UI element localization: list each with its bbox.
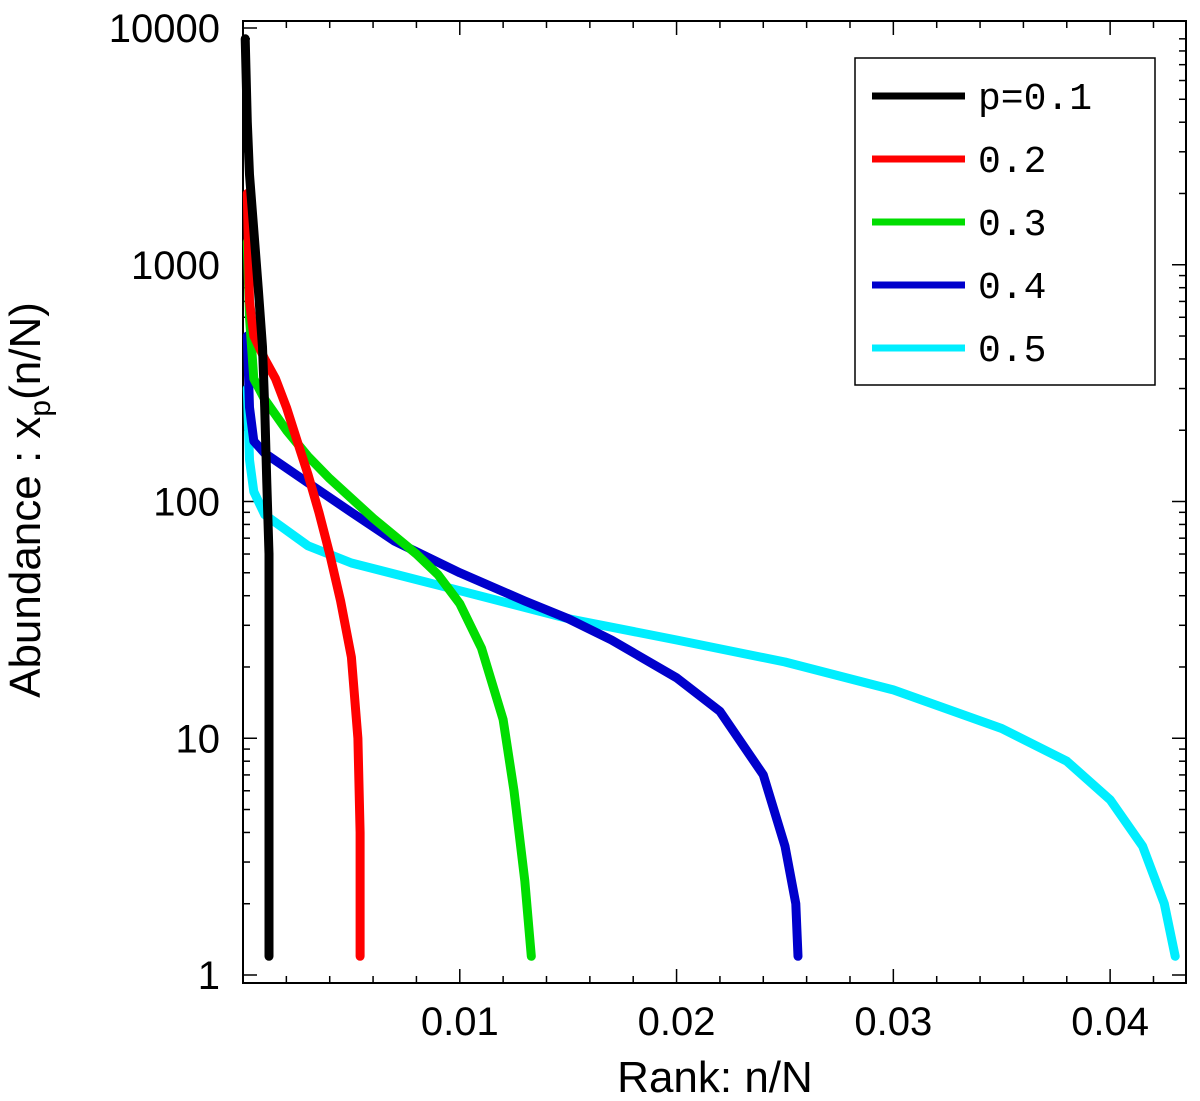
legend-label: 0.5 <box>978 330 1046 373</box>
legend: p=0.1 0.2 0.3 0.4 0.5 <box>854 57 1156 386</box>
y-tick-label: 10 <box>176 717 221 761</box>
y-tick-label: 1000 <box>131 244 220 288</box>
y-tick-label: 1 <box>198 954 220 998</box>
x-tick-label: 0.02 <box>638 1000 716 1044</box>
series-line-p01 <box>240 34 274 961</box>
series-line-03 <box>242 237 536 961</box>
legend-label: p=0.1 <box>978 78 1092 121</box>
x-axis: 0.01 0.02 0.03 0.04 <box>285 21 1155 1044</box>
y-tick-label: 10000 <box>109 7 220 51</box>
series-line-02 <box>242 189 365 961</box>
x-tick-label: 0.03 <box>854 1000 932 1044</box>
legend-label: 0.3 <box>978 204 1046 247</box>
legend-label: 0.4 <box>978 267 1046 310</box>
series-line-05 <box>242 384 1180 961</box>
x-tick-label: 0.01 <box>421 1000 499 1044</box>
y-tick-label: 100 <box>153 481 220 525</box>
x-axis-title: Rank: n/N <box>617 1053 813 1101</box>
legend-label: 0.2 <box>978 141 1046 184</box>
y-axis-title: Abundance : xp(n/N) <box>1 302 57 698</box>
x-tick-label: 0.04 <box>1071 1000 1149 1044</box>
y-axis: 1 10 100 1000 10000 <box>109 7 1186 998</box>
series-line-04 <box>242 331 803 961</box>
series-layer <box>240 34 1180 961</box>
